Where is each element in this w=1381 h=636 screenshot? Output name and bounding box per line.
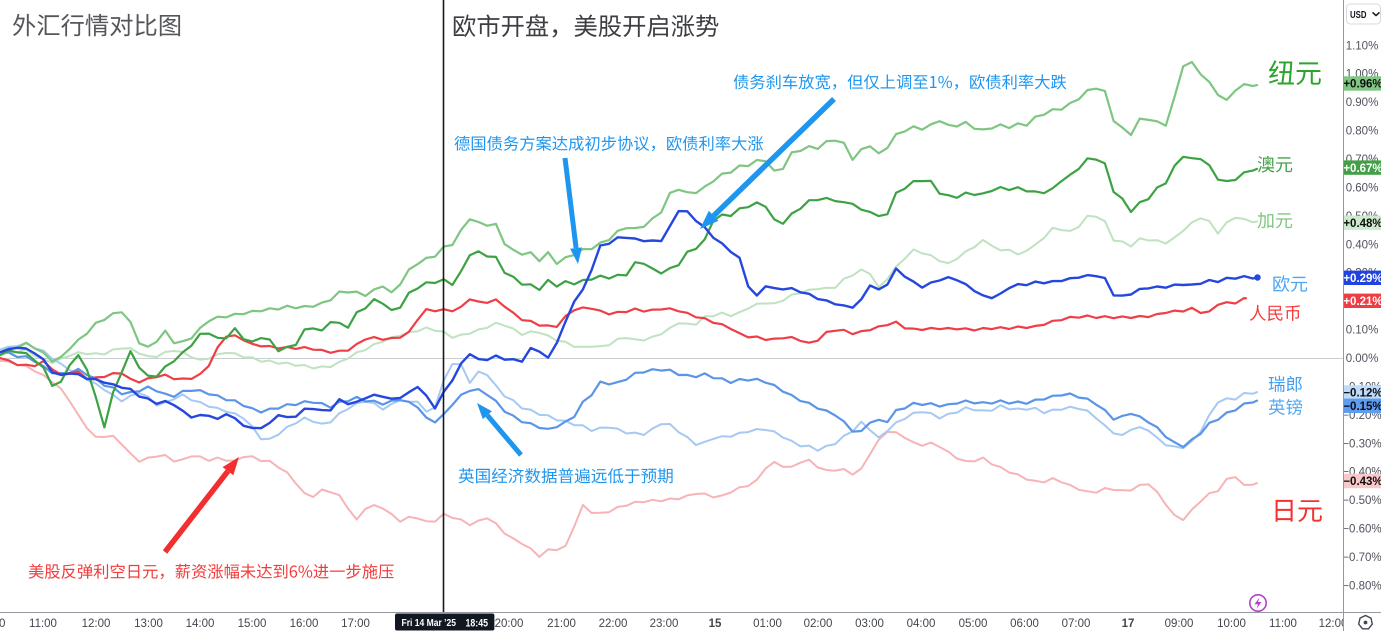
svg-text:11:00: 11:00 bbox=[1269, 618, 1297, 630]
svg-text:12:00: 12:00 bbox=[82, 618, 111, 630]
svg-text:0.00%: 0.00% bbox=[1346, 353, 1379, 365]
svg-text:+0.67%: +0.67% bbox=[1343, 163, 1381, 175]
svg-text:07:00: 07:00 bbox=[1062, 618, 1091, 630]
svg-text:18:45: 18:45 bbox=[466, 617, 489, 629]
svg-text:0.90%: 0.90% bbox=[1346, 97, 1379, 109]
svg-text:17: 17 bbox=[1122, 618, 1135, 630]
svg-text:04:00: 04:00 bbox=[907, 618, 936, 630]
svg-text:+0.96%: +0.96% bbox=[1343, 79, 1381, 91]
svg-text:+0.21%: +0.21% bbox=[1343, 296, 1381, 308]
svg-text:03:00: 03:00 bbox=[855, 618, 884, 630]
svg-text:Fri 14 Mar ’25: Fri 14 Mar ’25 bbox=[402, 617, 457, 629]
svg-text:15:00: 15:00 bbox=[238, 618, 267, 630]
svg-text:15: 15 bbox=[709, 618, 722, 630]
svg-text:13:00: 13:00 bbox=[134, 618, 163, 630]
svg-text:05:00: 05:00 bbox=[959, 618, 988, 630]
svg-text:17:00: 17:00 bbox=[341, 618, 370, 630]
svg-text:21:00: 21:00 bbox=[547, 618, 576, 630]
svg-text:−0.50%: −0.50% bbox=[1342, 495, 1381, 507]
svg-text:1.10%: 1.10% bbox=[1346, 40, 1379, 52]
svg-text:16:00: 16:00 bbox=[290, 618, 319, 630]
svg-text:20:00: 20:00 bbox=[495, 618, 524, 630]
svg-text:01:00: 01:00 bbox=[753, 618, 782, 630]
svg-text:+0.48%: +0.48% bbox=[1343, 218, 1381, 230]
svg-text:−0.80%: −0.80% bbox=[1342, 580, 1381, 592]
svg-text:−0.12%: −0.12% bbox=[1343, 388, 1381, 400]
svg-text:14:00: 14:00 bbox=[186, 618, 215, 630]
svg-text:USD: USD bbox=[1350, 10, 1367, 21]
svg-text:0.10%: 0.10% bbox=[1346, 325, 1379, 337]
svg-text:06:00: 06:00 bbox=[1010, 618, 1039, 630]
svg-text:0.40%: 0.40% bbox=[1346, 239, 1379, 251]
svg-text:0.60%: 0.60% bbox=[1346, 182, 1379, 194]
svg-text:−0.15%: −0.15% bbox=[1343, 401, 1381, 413]
svg-text:−0.70%: −0.70% bbox=[1342, 552, 1381, 564]
svg-text:23:00: 23:00 bbox=[650, 618, 679, 630]
svg-text:02:00: 02:00 bbox=[804, 618, 833, 630]
svg-text:+0.29%: +0.29% bbox=[1343, 273, 1381, 285]
svg-text:0.80%: 0.80% bbox=[1346, 126, 1379, 138]
svg-text:−0.60%: −0.60% bbox=[1342, 524, 1381, 536]
svg-text:11:00: 11:00 bbox=[29, 618, 57, 630]
svg-text:10:00: 10:00 bbox=[0, 618, 5, 630]
svg-text:10:00: 10:00 bbox=[1217, 618, 1246, 630]
svg-text:22:00: 22:00 bbox=[599, 618, 628, 630]
svg-text:−0.43%: −0.43% bbox=[1343, 476, 1381, 488]
svg-text:−0.30%: −0.30% bbox=[1342, 438, 1381, 450]
svg-text:09:00: 09:00 bbox=[1165, 618, 1194, 630]
